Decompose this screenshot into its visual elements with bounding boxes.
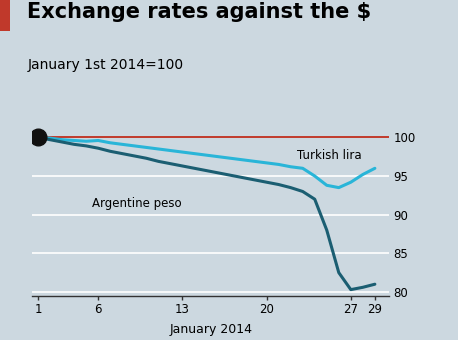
Text: Argentine peso: Argentine peso	[92, 197, 182, 209]
Text: January 1st 2014=100: January 1st 2014=100	[27, 58, 184, 72]
Text: Turkish lira: Turkish lira	[297, 150, 361, 163]
Text: Exchange rates against the $: Exchange rates against the $	[27, 2, 371, 22]
X-axis label: January 2014: January 2014	[169, 323, 252, 336]
